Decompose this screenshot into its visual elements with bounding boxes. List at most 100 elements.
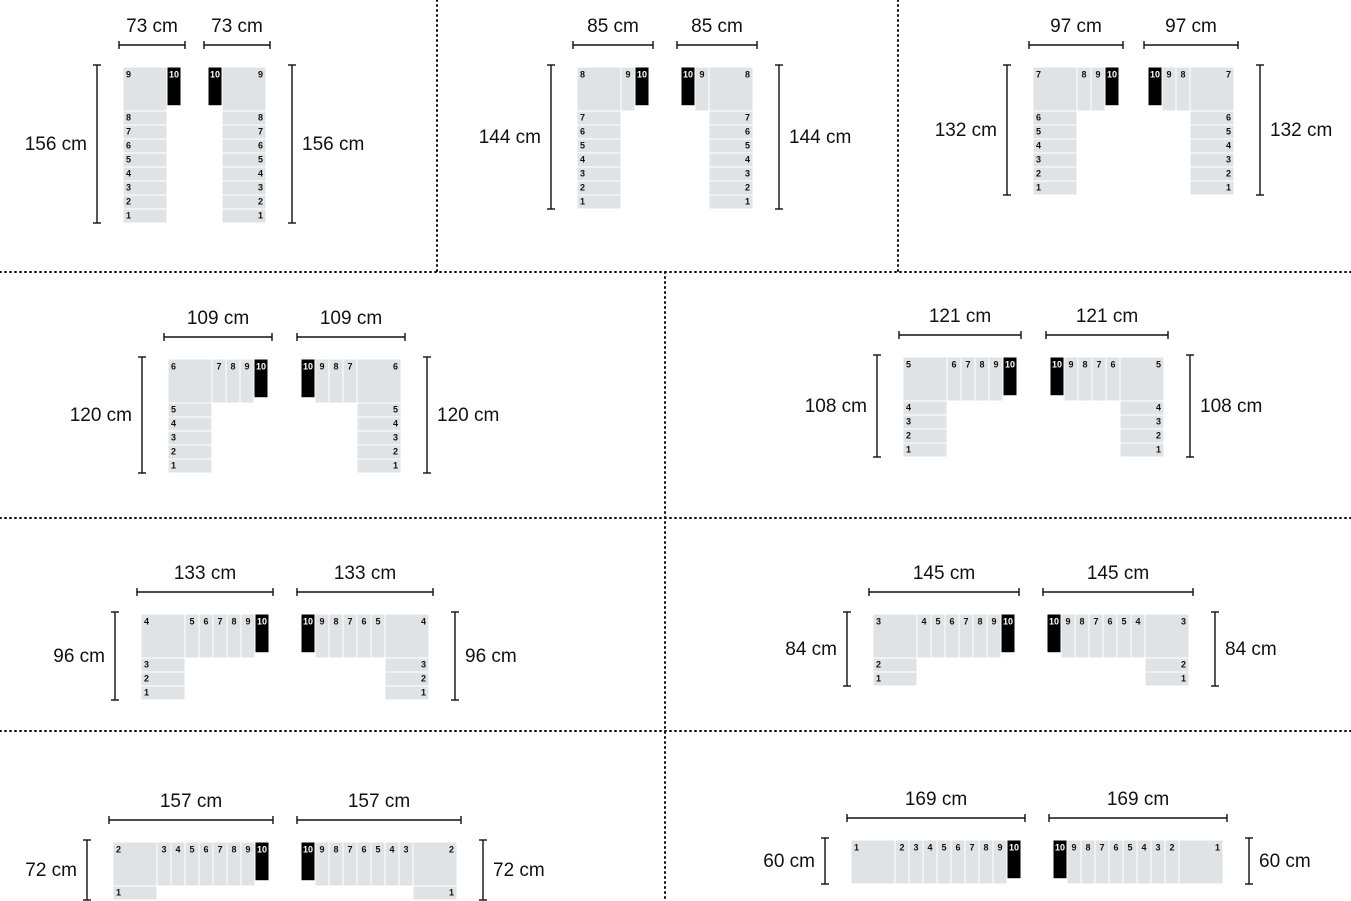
step-number: 1 [449, 887, 454, 897]
step-number: 6 [955, 842, 960, 852]
landing-step-top [1006, 839, 1022, 880]
step-number: 3 [913, 842, 918, 852]
width-label: 169 cm [905, 789, 967, 810]
step-number: 2 [126, 196, 131, 206]
height-label: 84 cm [785, 639, 837, 660]
step-number: 10 [169, 69, 179, 79]
step-number: 4 [1226, 140, 1231, 150]
step-number: 5 [745, 140, 750, 150]
step-number: 2 [899, 842, 904, 852]
step-number: 2 [1181, 659, 1186, 669]
step-number: 7 [745, 112, 750, 122]
height-label: 108 cm [1200, 396, 1262, 417]
step [850, 839, 896, 885]
step-number: 5 [941, 842, 946, 852]
step-number: 3 [144, 659, 149, 669]
step-number: 8 [1180, 69, 1185, 79]
step-number: 7 [963, 616, 968, 626]
step-number: 7 [347, 616, 352, 626]
height-label: 96 cm [465, 646, 517, 667]
step-number: 1 [1156, 444, 1161, 454]
landing-step-top [634, 66, 650, 107]
height-label: 108 cm [805, 396, 867, 417]
step [122, 110, 168, 126]
step-number: 2 [1169, 842, 1174, 852]
step-number: 9 [1068, 359, 1073, 369]
width-label: 121 cm [1076, 306, 1138, 327]
step [872, 613, 918, 659]
step-number: 10 [683, 69, 693, 79]
step-number: 5 [126, 154, 131, 164]
step-number: 8 [333, 361, 338, 371]
width-label: 85 cm [691, 16, 743, 37]
step [1144, 657, 1190, 673]
step-number: 9 [319, 361, 324, 371]
step [112, 885, 158, 901]
step-number: 2 [1036, 168, 1041, 178]
step-number: 9 [625, 69, 630, 79]
step-number: 5 [935, 616, 940, 626]
height-label: 120 cm [437, 405, 499, 426]
step-number: 4 [258, 168, 263, 178]
height-label: 120 cm [70, 405, 132, 426]
step-number: 10 [637, 69, 647, 79]
height-label: 96 cm [53, 646, 105, 667]
step-number: 4 [389, 844, 394, 854]
step-number: 3 [1181, 616, 1186, 626]
step-number: 4 [745, 154, 750, 164]
step [576, 110, 622, 126]
step-number: 3 [126, 182, 131, 192]
step-number: 1 [1215, 842, 1220, 852]
width-label: 109 cm [187, 308, 249, 329]
step [1144, 613, 1190, 659]
height-label: 60 cm [763, 851, 815, 872]
step-number: 6 [1110, 359, 1115, 369]
step-number: 8 [126, 112, 131, 122]
step-number: 3 [403, 844, 408, 854]
height-label: 72 cm [25, 860, 77, 881]
step-number: 10 [303, 844, 313, 854]
width-label: 133 cm [174, 563, 236, 584]
width-label: 157 cm [160, 791, 222, 812]
step-number: 5 [375, 844, 380, 854]
step-number: 1 [876, 673, 881, 683]
step-number: 2 [171, 446, 176, 456]
width-label: 73 cm [126, 16, 178, 37]
step-number: 3 [171, 432, 176, 442]
step-number: 10 [1052, 359, 1062, 369]
step [1032, 66, 1078, 112]
step-number: 9 [991, 616, 996, 626]
landing-step-top [1000, 613, 1016, 654]
step-number: 6 [126, 140, 131, 150]
step [384, 657, 430, 673]
step-number: 5 [906, 359, 911, 369]
width-label: 157 cm [348, 791, 410, 812]
step-number: 7 [1099, 842, 1104, 852]
height-label: 144 cm [789, 127, 851, 148]
step-number: 4 [144, 616, 149, 626]
step-number: 5 [1226, 126, 1231, 136]
step [412, 841, 458, 887]
step-number: 5 [580, 140, 585, 150]
step-number: 2 [745, 182, 750, 192]
step-number: 6 [1113, 842, 1118, 852]
step-number: 10 [1009, 842, 1019, 852]
step-number: 5 [189, 844, 194, 854]
step-number: 6 [580, 126, 585, 136]
step-number: 4 [393, 418, 398, 428]
step-number: 8 [580, 69, 585, 79]
step-number: 1 [116, 887, 121, 897]
step-number: 7 [347, 844, 352, 854]
landing-step-top [1104, 66, 1120, 107]
width-label: 73 cm [211, 16, 263, 37]
step-number: 4 [927, 842, 932, 852]
step-number: 9 [1166, 69, 1171, 79]
step-number: 9 [993, 359, 998, 369]
height-label: 60 cm [1259, 851, 1311, 872]
step-number: 7 [347, 361, 352, 371]
step-number: 10 [1107, 69, 1117, 79]
step-number: 2 [116, 844, 121, 854]
step-number: 8 [333, 616, 338, 626]
step-number: 7 [217, 616, 222, 626]
